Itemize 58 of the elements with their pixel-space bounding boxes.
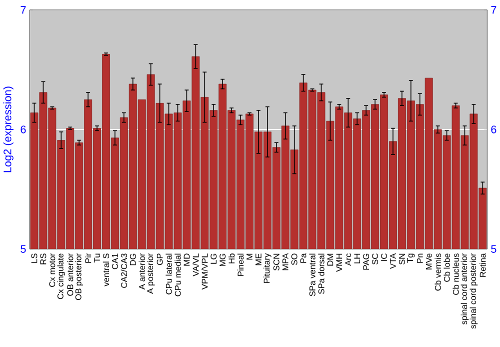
x-tick-label: A posterior <box>146 253 155 294</box>
x-tick-label: GP <box>156 254 163 265</box>
x-tick-label: VA/VL <box>192 253 199 276</box>
x-tick-label: VTA <box>390 253 396 269</box>
x-tick-label: Arc <box>345 253 352 266</box>
x-tick-label: Tu <box>94 254 100 262</box>
y2-tick-label: 6 <box>491 126 496 134</box>
x-tick-label: Pir <box>85 253 92 263</box>
x-tick-label: CA1 <box>112 253 118 269</box>
x-tick-label: spinal cord posterior <box>470 253 478 328</box>
x-tick-label: Cb vermis <box>434 253 441 290</box>
x-tick-label: SC <box>372 253 378 264</box>
x-tick-label: Tg <box>407 254 415 263</box>
y-tick-label: 6 <box>20 126 26 134</box>
x-tick-label: DM <box>327 254 334 266</box>
x-tick-label: CPu lateral <box>166 254 172 294</box>
x-tick-label: Cb nucleus <box>452 253 459 295</box>
x-tick-label: LG <box>210 254 217 264</box>
x-tick-label: VPM/VPL <box>202 253 208 290</box>
x-tick-label: ME <box>256 253 262 265</box>
x-tick-label: spinal cord anterior <box>460 253 469 324</box>
x-tick-label: MVe <box>426 253 432 270</box>
y-axis-title: Log2 (expression) <box>3 86 14 172</box>
x-tick-label: SN <box>398 254 405 264</box>
y-tick-label: 5 <box>20 245 26 253</box>
x-tick-label: RS <box>40 253 46 264</box>
x-tick-label: M <box>246 254 252 260</box>
x-tick-label: MG <box>220 254 226 266</box>
x-tick-label: Cx cingulate <box>57 253 66 299</box>
x-tick-label: PAG <box>363 254 370 270</box>
y-tick-label: 7 <box>20 6 26 14</box>
x-tick-label: SPa dorsal <box>318 254 324 294</box>
x-tick-label: Pn <box>417 254 423 263</box>
x-tick-label: LS <box>31 253 38 263</box>
x-tick-label: IC <box>381 253 387 261</box>
x-tick-label: VMH <box>336 254 342 272</box>
x-tick-label: CPu medial <box>174 254 181 296</box>
x-tick-label: Pituitary <box>264 253 272 283</box>
x-tick-label: CA2/CA3 <box>120 253 128 288</box>
x-tick-label: MD <box>184 253 190 266</box>
x-tick-label: SCN <box>273 254 280 270</box>
x-tick-label: ventral S <box>102 253 110 286</box>
x-tick-label: Hb <box>228 253 235 264</box>
x-tick-label: SO <box>291 253 298 265</box>
x-tick-label: DG <box>130 254 136 265</box>
x-tick-label: Cx motor <box>49 253 56 287</box>
x-tick-label: Retina <box>480 253 486 277</box>
x-tick-label: MPA <box>282 253 288 270</box>
x-tick-label: LH <box>354 254 360 264</box>
x-tick-label: SPa ventral <box>309 254 316 296</box>
x-tick-label: OB anterior <box>67 253 74 296</box>
x-tick-label: A anterior <box>138 253 145 290</box>
x-tick-label: OB posterior <box>75 253 83 300</box>
x-tick-label: Cb lobe <box>444 253 450 282</box>
x-tick-label: Pineal <box>237 254 244 276</box>
y2-tick-label: 7 <box>491 6 496 14</box>
y2-tick-label: 5 <box>491 245 496 253</box>
x-tick-label: Pa <box>300 253 306 263</box>
